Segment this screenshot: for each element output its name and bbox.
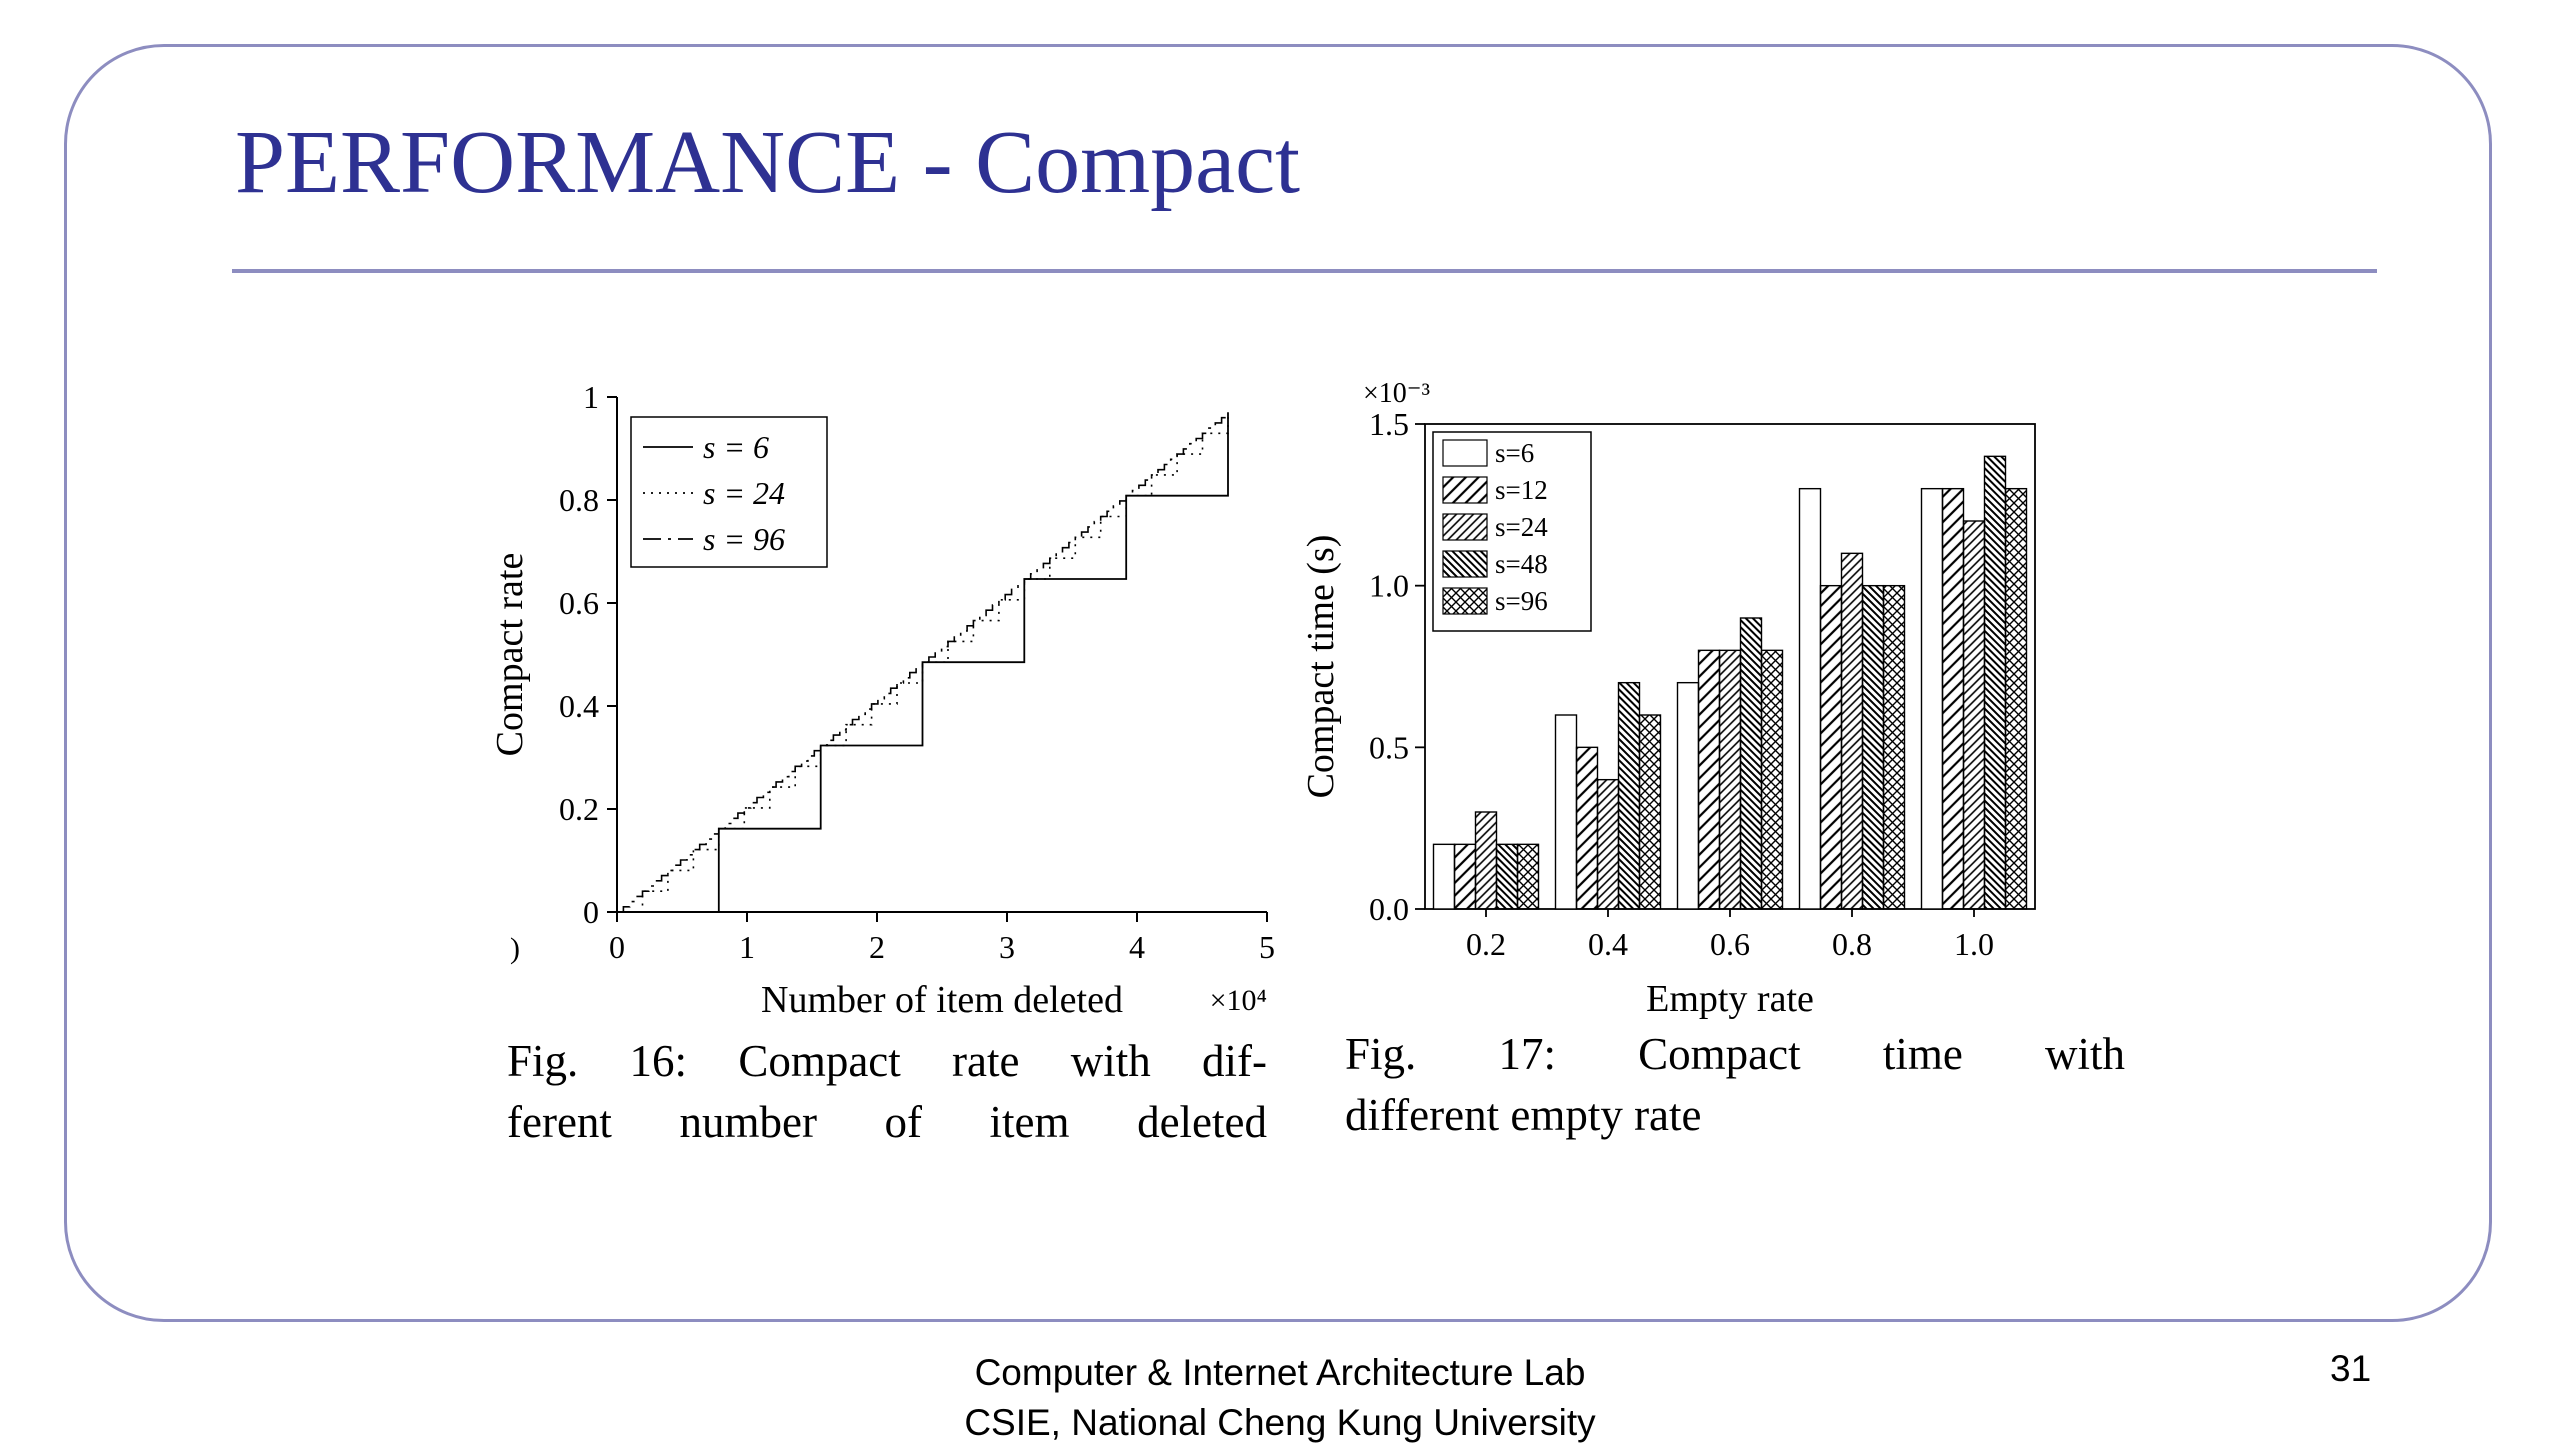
fig16-caption-line2: ferent number of item deleted <box>507 1097 1267 1147</box>
bar-s=6-rate-0.6 <box>1676 681 1700 910</box>
fig17-legend: s=6 s=12 s=24 s=48 s=96 <box>1432 431 1592 632</box>
svg-text:2: 2 <box>869 929 885 965</box>
svg-text:0.5: 0.5 <box>1369 729 1409 765</box>
svg-text:0.4: 0.4 <box>1588 926 1628 962</box>
fig17-plot: 0.0 0.5 1.0 1.5×10⁻³ Compact time (s) Empty r… <box>1300 378 2036 1020</box>
bar-s=6-rate-0.2 <box>1432 843 1456 910</box>
svg-text:0.0: 0.0 <box>1369 891 1409 927</box>
svg-text:5: 5 <box>1259 929 1275 965</box>
bar-s=6-rate-1.0 <box>1920 487 1944 910</box>
fig16-ylabel: Compact rate <box>489 553 531 757</box>
figure-16: 0 1 2 3 4 5 0 0.2 0.4 0.6 0.8 1 Number of item delet… <box>467 372 1297 1153</box>
fig17-y-multiplier: ×10⁻³ <box>1363 378 1430 409</box>
bar-s=48-rate-0.6 <box>1739 617 1763 910</box>
svg-text:s = 24: s = 24 <box>703 475 785 511</box>
bar-s=24-rate-0.2 <box>1474 811 1498 910</box>
bar-s=12-rate-0.6 <box>1697 649 1721 910</box>
bar-s=24-rate-0.6 <box>1718 649 1742 910</box>
fig16-caption-line1: Fig. 16: Compact rate with dif- <box>507 1036 1267 1086</box>
bar-s=48-rate-0.4 <box>1617 681 1641 910</box>
svg-text:1.5: 1.5 <box>1369 406 1409 442</box>
footer-line2: CSIE, National Cheng Kung University <box>964 1402 1596 1443</box>
svg-text:s=6: s=6 <box>1495 438 1534 468</box>
svg-text:0.2: 0.2 <box>1466 926 1506 962</box>
bar-s=24-rate-0.4 <box>1596 778 1620 910</box>
svg-text:3: 3 <box>999 929 1015 965</box>
footer: Computer & Internet Architecture Lab CSI… <box>0 1348 2560 1448</box>
svg-text:4: 4 <box>1129 929 1145 965</box>
bar-s=12-rate-1.0 <box>1941 487 1965 910</box>
bar-s=48-rate-1.0 <box>1983 455 2007 910</box>
fig17-caption: Fig. 17: Compact time with different emp… <box>1345 1024 2125 1146</box>
bar-s=48-rate-0.2 <box>1495 843 1519 910</box>
svg-text:s = 6: s = 6 <box>703 429 769 465</box>
bar-s=96-rate-0.2 <box>1516 843 1540 910</box>
slide-frame: PERFORMANCE - Compact 0 1 2 3 4 5 0 0.2 0.4 0.6 0.… <box>64 44 2492 1322</box>
svg-text:1.0: 1.0 <box>1369 568 1409 604</box>
slide-title: PERFORMANCE - Compact <box>235 113 1301 212</box>
bar-s=12-rate-0.2 <box>1453 843 1477 910</box>
fig16-caption: Fig. 16: Compact rate with dif- ferent n… <box>507 1031 1267 1153</box>
svg-text:0.8: 0.8 <box>559 482 599 518</box>
svg-text:0.6: 0.6 <box>559 585 599 621</box>
fig17-caption-line2: different empty rate <box>1345 1090 1702 1140</box>
bar-s=6-rate-0.4 <box>1554 714 1578 910</box>
svg-text:0: 0 <box>609 929 625 965</box>
bar-s=6-rate-0.8 <box>1798 487 1822 910</box>
bar-s=96-rate-0.8 <box>1882 584 1906 910</box>
stray-paren: ) <box>510 932 520 965</box>
fig17-xlabel: Empty rate <box>1646 978 1814 1019</box>
svg-text:0: 0 <box>583 894 599 930</box>
bar-s=96-rate-1.0 <box>2004 487 2028 910</box>
bar-s=48-rate-0.8 <box>1861 584 1885 910</box>
bar-s=96-rate-0.6 <box>1760 649 1784 910</box>
footer-line1: Computer & Internet Architecture Lab <box>974 1352 1586 1393</box>
fig16-xlabel: Number of item deleted <box>761 979 1123 1021</box>
title-rule <box>232 269 2377 273</box>
svg-text:0.4: 0.4 <box>559 688 599 724</box>
figure-17: 0.0 0.5 1.0 1.5 ×10⁻³ Compact time (s) Empty r… <box>1285 359 2125 1146</box>
svg-text:0.8: 0.8 <box>1832 926 1872 962</box>
svg-text:s=12: s=12 <box>1495 475 1548 505</box>
fig16-series-s96 <box>617 412 1229 913</box>
svg-text:0.6: 0.6 <box>1710 926 1750 962</box>
fig16-legend: s = 6 s = 24 s = 96 <box>630 416 828 568</box>
svg-text:s=96: s=96 <box>1495 586 1548 616</box>
bar-s=96-rate-0.4 <box>1638 714 1662 910</box>
fig16-x-multiplier: ×10⁴ <box>1210 984 1267 1017</box>
bar-s=12-rate-0.8 <box>1819 584 1843 910</box>
svg-text:0.2: 0.2 <box>559 791 599 827</box>
svg-text:1: 1 <box>583 379 599 415</box>
bar-s=24-rate-0.8 <box>1840 552 1864 910</box>
bar-s=12-rate-0.4 <box>1575 746 1599 910</box>
svg-text:1: 1 <box>739 929 755 965</box>
bar-s=24-rate-1.0 <box>1962 520 1986 910</box>
fig17-bar-chart: 0.0 0.5 1.0 1.5×10⁻³ Compact time (s) Empty r… <box>1300 378 2036 1020</box>
fig17-caption-line1: Fig. 17: Compact time with <box>1345 1029 2125 1079</box>
svg-text:s=48: s=48 <box>1495 549 1548 579</box>
svg-text:s = 96: s = 96 <box>703 521 785 557</box>
svg-text:1.0: 1.0 <box>1954 926 1994 962</box>
fig17-ylabel: Compact time (s) <box>1300 535 1342 799</box>
page-number: 31 <box>2330 1348 2372 1389</box>
svg-text:s=24: s=24 <box>1495 512 1548 542</box>
